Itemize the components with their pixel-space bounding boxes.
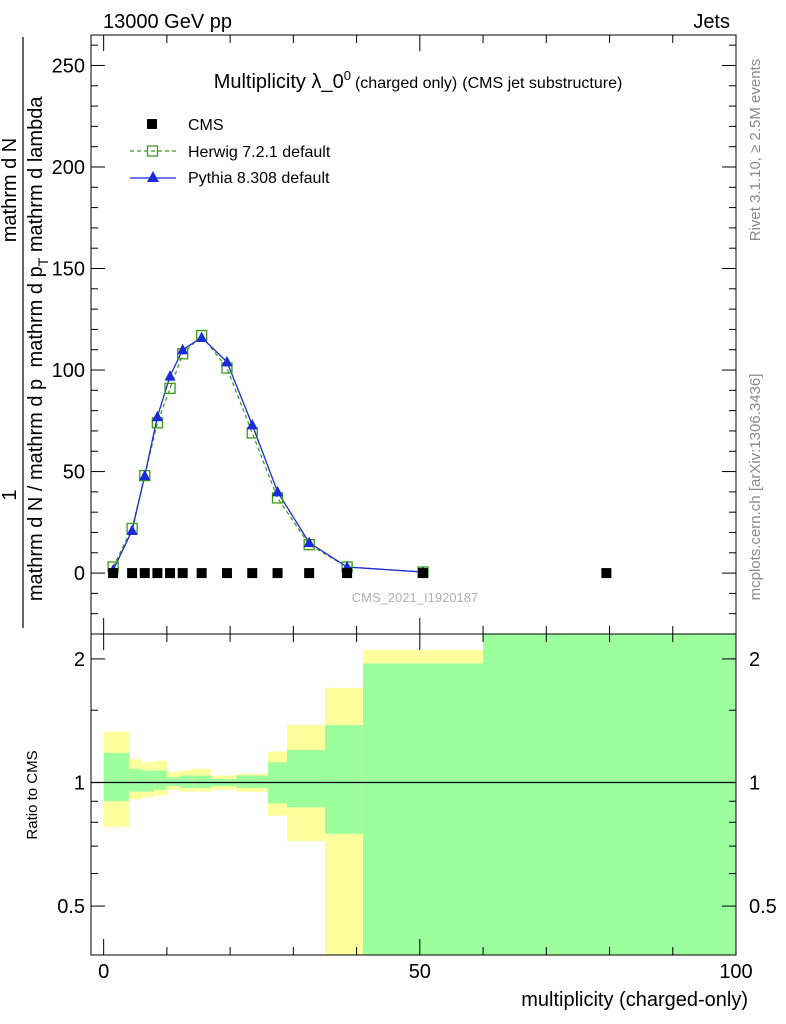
pythia-series-line xyxy=(112,336,424,573)
x-ticks: 0 50 100 xyxy=(98,35,753,983)
cms-point-5 xyxy=(177,568,188,579)
main-ytick-label-2: 100 xyxy=(52,360,85,382)
main-y-axis-label: 1 mathrm d N / mathrm d p mathrm d N mat… xyxy=(0,37,51,628)
legend-herwig-marker xyxy=(146,145,159,157)
ratio-ytick-label-left-0: 0.5 xyxy=(57,896,85,918)
ratio-y-axis-label: Ratio to CMS xyxy=(24,750,41,839)
ratio-band-inner-10 xyxy=(287,749,325,808)
main-y-ticks: 0 50 100 150 200 250 xyxy=(52,55,736,585)
pythia-point-8 xyxy=(246,418,258,430)
ratio-ytick-label-right-0: 0.5 xyxy=(749,896,777,918)
pythia-point-4 xyxy=(164,370,176,381)
title-paren1: (charged only) xyxy=(355,75,457,92)
xtick-label-1: 50 xyxy=(409,961,431,983)
main-ytick-label-4: 200 xyxy=(52,157,85,179)
ratio-band-inner-5 xyxy=(179,775,193,788)
cms-point-3 xyxy=(152,568,163,579)
header-right: Jets xyxy=(693,11,730,33)
legend-pythia-marker xyxy=(147,171,159,182)
legend-pythia-label: Pythia 8.308 default xyxy=(188,170,330,187)
cms-point-9 xyxy=(272,568,283,579)
pythia-point-6 xyxy=(196,331,208,343)
header-left: 13000 GeV pp xyxy=(103,11,232,33)
ratio-band-inner-6 xyxy=(192,775,212,788)
legend-herwig-label: Herwig 7.2.1 default xyxy=(188,144,331,161)
ratio-band-inner-2 xyxy=(141,770,155,792)
ratio-band-inner-8 xyxy=(236,775,269,788)
cms-point-12 xyxy=(417,568,428,579)
analysis-watermark: CMS_2021_I1920187 xyxy=(352,590,479,605)
ratio-band-inner-1 xyxy=(128,768,142,792)
ratio-band-inner-11 xyxy=(324,725,363,834)
pythia-point-7 xyxy=(221,355,233,367)
cms-point-1 xyxy=(127,568,138,579)
ratio-band-inner-3 xyxy=(154,770,167,790)
cms-point-7 xyxy=(221,568,232,579)
ylabel-line4-text: mathrm d p xyxy=(25,266,47,367)
herwig-point-4 xyxy=(164,382,176,394)
title-sup: 0 xyxy=(344,68,351,83)
cms-point-13 xyxy=(601,568,612,579)
title-main: Multiplicity λ_0 xyxy=(214,71,344,93)
legend: CMS Herwig 7.2.1 default Pythia 8.308 de… xyxy=(130,117,331,187)
ylabel-line4: mathrm d pT mathrm d lambda xyxy=(25,96,51,368)
pythia-point-2 xyxy=(139,469,151,481)
herwig-series-line xyxy=(112,334,424,573)
main-ytick-label-0: 0 xyxy=(74,563,85,585)
xtick-label-2: 100 xyxy=(719,961,752,983)
legend-cms-marker xyxy=(147,119,157,129)
title-paren2: (CMS jet substructure) xyxy=(462,75,622,92)
series-layer xyxy=(107,329,612,579)
cms-point-4 xyxy=(165,568,176,579)
ylabel-line4-suffix: mathrm d lambda xyxy=(25,96,47,258)
main-minor-ticks xyxy=(91,44,736,635)
pythia-point-1 xyxy=(126,524,138,535)
ratio-ytick-label-right-1: 1 xyxy=(749,772,760,794)
mcplots-label: mcplots.cern.ch [arXiv:1306.3436] xyxy=(747,374,764,601)
chart-title: Multiplicity λ_00 (charged only) (CMS jet … xyxy=(214,68,623,93)
main-ytick-label-3: 150 xyxy=(52,259,85,281)
pythia-point-5 xyxy=(177,343,189,355)
ratio-band-inner-0 xyxy=(103,752,129,802)
cms-point-11 xyxy=(342,568,353,579)
ratio-y-ticks: 0.5 0.5 1 1 2 2 xyxy=(57,649,777,918)
ratio-band-inner-12 xyxy=(362,663,484,955)
pythia-point-3 xyxy=(151,410,163,422)
ratio-ytick-label-left-2: 2 xyxy=(74,649,85,671)
x-axis-label: multiplicity (charged-only) xyxy=(521,989,748,1011)
ratio-plot-frame xyxy=(90,633,737,956)
main-ytick-label-5: 250 xyxy=(52,55,85,77)
ratio-band-inner-4 xyxy=(166,777,180,787)
cms-point-6 xyxy=(196,568,207,579)
ratio-ytick-label-left-1: 1 xyxy=(74,772,85,794)
cms-point-2 xyxy=(139,568,150,579)
ratio-ytick-label-right-2: 2 xyxy=(749,649,760,671)
ylabel-line4-sub: T xyxy=(35,257,51,266)
ratio-band-inner-13 xyxy=(483,634,736,955)
xtick-label-0: 0 xyxy=(98,961,109,983)
rivet-label: Rivet 3.1.10, ≥ 2.5M events xyxy=(747,59,764,242)
legend-cms-label: CMS xyxy=(188,117,224,134)
ratio-bands xyxy=(103,634,736,955)
main-ytick-label-1: 50 xyxy=(63,462,85,484)
ylabel-line3: mathrm d N xyxy=(0,138,21,242)
cms-point-10 xyxy=(304,568,315,579)
pythia-point-9 xyxy=(272,485,284,497)
ylabel-line1: 1 xyxy=(0,489,21,500)
cms-point-8 xyxy=(247,568,258,579)
cms-point-0 xyxy=(108,568,119,579)
ylabel-line2: mathrm d N / mathrm d p xyxy=(25,379,47,601)
pythia-point-10 xyxy=(303,536,315,548)
